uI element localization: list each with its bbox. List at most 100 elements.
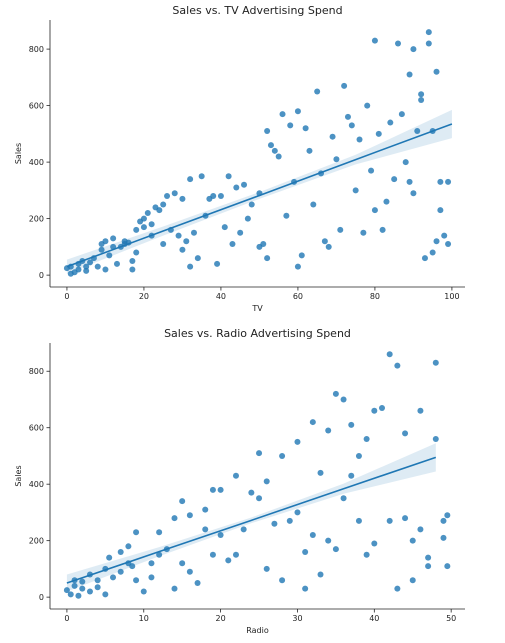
point <box>444 512 451 519</box>
point <box>445 241 452 248</box>
point <box>179 195 186 202</box>
point <box>341 82 348 89</box>
point <box>221 224 228 231</box>
point <box>355 452 362 459</box>
y-tick-label: 600 <box>29 102 44 111</box>
point <box>410 190 417 197</box>
point <box>310 201 317 208</box>
point <box>260 241 267 248</box>
point <box>368 167 375 174</box>
point <box>425 40 432 47</box>
point <box>102 266 109 273</box>
point <box>340 396 347 403</box>
point <box>391 176 398 183</box>
point <box>440 534 447 541</box>
point <box>129 258 136 265</box>
point <box>444 563 451 570</box>
point <box>364 102 371 109</box>
point <box>294 108 301 115</box>
point <box>294 263 301 270</box>
point <box>348 472 355 479</box>
point <box>445 178 452 185</box>
point <box>187 263 194 270</box>
point <box>233 184 240 191</box>
point <box>332 546 339 553</box>
x-tick-label: 10 <box>139 614 149 623</box>
point <box>148 574 155 581</box>
y-tick-label: 600 <box>29 424 44 433</box>
point <box>402 159 409 166</box>
point <box>271 520 278 527</box>
confidence-band <box>66 109 452 274</box>
point <box>140 224 147 231</box>
point <box>133 529 140 536</box>
point <box>371 407 378 414</box>
point <box>133 577 140 584</box>
point <box>294 438 301 445</box>
point <box>394 362 401 369</box>
y-tick-label: 400 <box>29 480 44 489</box>
point <box>241 181 248 188</box>
point <box>352 187 359 194</box>
point <box>129 563 136 570</box>
point <box>337 226 344 233</box>
point <box>406 178 413 185</box>
point <box>395 40 402 47</box>
point <box>363 436 370 443</box>
point <box>309 419 316 426</box>
x-tick-label: 80 <box>370 292 380 301</box>
point <box>248 201 255 208</box>
point <box>348 421 355 428</box>
point <box>441 232 448 239</box>
point <box>232 551 239 558</box>
point <box>271 147 278 154</box>
point <box>386 517 393 524</box>
point <box>237 229 244 236</box>
point <box>402 515 409 522</box>
point <box>148 221 155 228</box>
point <box>209 486 216 493</box>
point <box>263 565 270 572</box>
point <box>117 548 124 555</box>
point <box>279 111 286 118</box>
x-tick-label: 60 <box>293 292 303 301</box>
point <box>75 266 82 273</box>
point <box>225 557 232 564</box>
point <box>321 238 328 245</box>
point <box>421 255 428 262</box>
y-axis-label: Sales <box>14 465 23 486</box>
point <box>140 588 147 595</box>
point <box>371 37 378 44</box>
point <box>379 404 385 411</box>
x-tick-label: 20 <box>139 292 149 301</box>
point <box>317 571 324 578</box>
point <box>356 136 363 143</box>
point <box>171 585 178 592</box>
point <box>379 226 386 233</box>
point <box>425 563 432 570</box>
point <box>410 46 417 53</box>
point <box>325 243 332 250</box>
point <box>125 543 132 550</box>
point <box>248 489 255 496</box>
point <box>94 263 101 270</box>
point <box>298 252 305 259</box>
point <box>198 173 205 180</box>
point <box>433 238 440 245</box>
point <box>140 215 147 222</box>
confidence-band <box>66 443 436 592</box>
point <box>402 430 409 437</box>
point <box>229 241 236 248</box>
point <box>156 207 163 214</box>
point <box>117 568 124 575</box>
point <box>344 113 351 120</box>
point <box>440 517 447 524</box>
point <box>417 526 424 533</box>
point <box>183 238 190 245</box>
point <box>113 260 120 267</box>
point <box>86 588 93 595</box>
point <box>190 229 197 236</box>
point <box>371 540 378 547</box>
point <box>164 193 171 200</box>
